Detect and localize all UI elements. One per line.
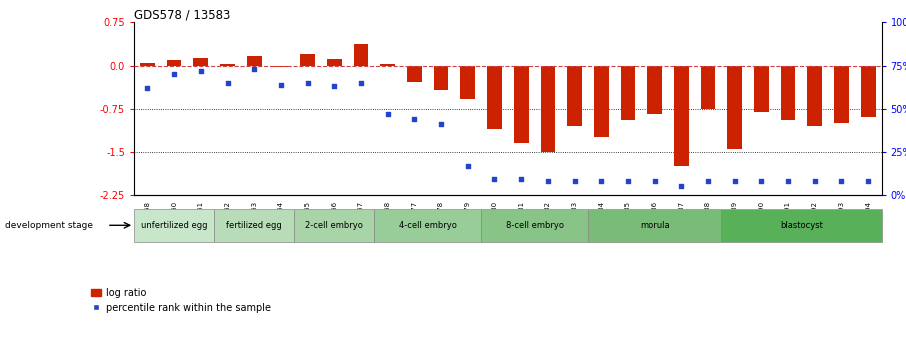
Text: unfertilized egg: unfertilized egg <box>140 220 207 230</box>
Point <box>140 85 155 91</box>
Bar <box>514 66 528 143</box>
Legend: log ratio, percentile rank within the sample: log ratio, percentile rank within the sa… <box>91 288 271 313</box>
Text: blastocyst: blastocyst <box>780 220 823 230</box>
Point <box>728 178 742 184</box>
Point <box>220 80 235 86</box>
Bar <box>700 66 716 109</box>
Text: development stage: development stage <box>5 221 92 230</box>
Point <box>487 177 502 182</box>
Bar <box>807 66 822 126</box>
Bar <box>588 209 721 242</box>
Point <box>567 178 582 184</box>
Point <box>754 178 768 184</box>
Point <box>353 80 368 86</box>
Point <box>807 178 822 184</box>
Point <box>621 178 635 184</box>
Bar <box>327 59 342 66</box>
Bar <box>621 66 635 120</box>
Bar <box>407 66 421 82</box>
Point <box>834 178 849 184</box>
Point <box>194 68 208 73</box>
Bar <box>294 209 374 242</box>
Bar <box>487 66 502 129</box>
Bar <box>647 66 662 115</box>
Point <box>861 178 875 184</box>
Bar <box>374 209 481 242</box>
Bar <box>567 66 582 126</box>
Bar <box>721 209 882 242</box>
Point <box>700 178 715 184</box>
Bar <box>214 209 294 242</box>
Text: 2-cell embryo: 2-cell embryo <box>305 220 363 230</box>
Bar <box>274 66 288 67</box>
Point <box>167 71 181 77</box>
Bar <box>434 66 448 90</box>
Bar <box>834 66 849 123</box>
Bar <box>246 56 262 66</box>
Point <box>301 80 315 86</box>
Bar <box>541 66 555 152</box>
Bar <box>460 66 475 99</box>
Text: 8-cell embryo: 8-cell embryo <box>506 220 564 230</box>
Bar <box>381 65 395 66</box>
Point <box>648 178 662 184</box>
Bar <box>134 209 214 242</box>
Point <box>594 178 609 184</box>
Bar <box>781 66 795 120</box>
Point <box>381 111 395 117</box>
Point <box>247 66 262 72</box>
Point <box>434 121 448 127</box>
Bar <box>594 66 609 137</box>
Point <box>781 178 795 184</box>
Bar <box>754 66 769 111</box>
Point <box>460 163 475 168</box>
Point <box>407 116 421 122</box>
Text: fertilized egg: fertilized egg <box>226 220 282 230</box>
Point <box>327 83 342 89</box>
Bar <box>728 66 742 149</box>
Bar <box>220 64 235 66</box>
Bar <box>300 54 315 66</box>
Bar <box>481 209 588 242</box>
Text: morula: morula <box>640 220 670 230</box>
Bar <box>674 66 689 166</box>
Bar <box>861 66 875 117</box>
Point <box>514 177 528 182</box>
Text: 4-cell embryo: 4-cell embryo <box>399 220 457 230</box>
Text: GDS578 / 13583: GDS578 / 13583 <box>134 8 230 21</box>
Bar <box>140 63 155 66</box>
Point <box>541 178 555 184</box>
Point <box>674 184 689 189</box>
Bar <box>167 60 181 66</box>
Bar <box>353 44 369 66</box>
Bar <box>194 58 208 66</box>
Point <box>274 82 288 87</box>
